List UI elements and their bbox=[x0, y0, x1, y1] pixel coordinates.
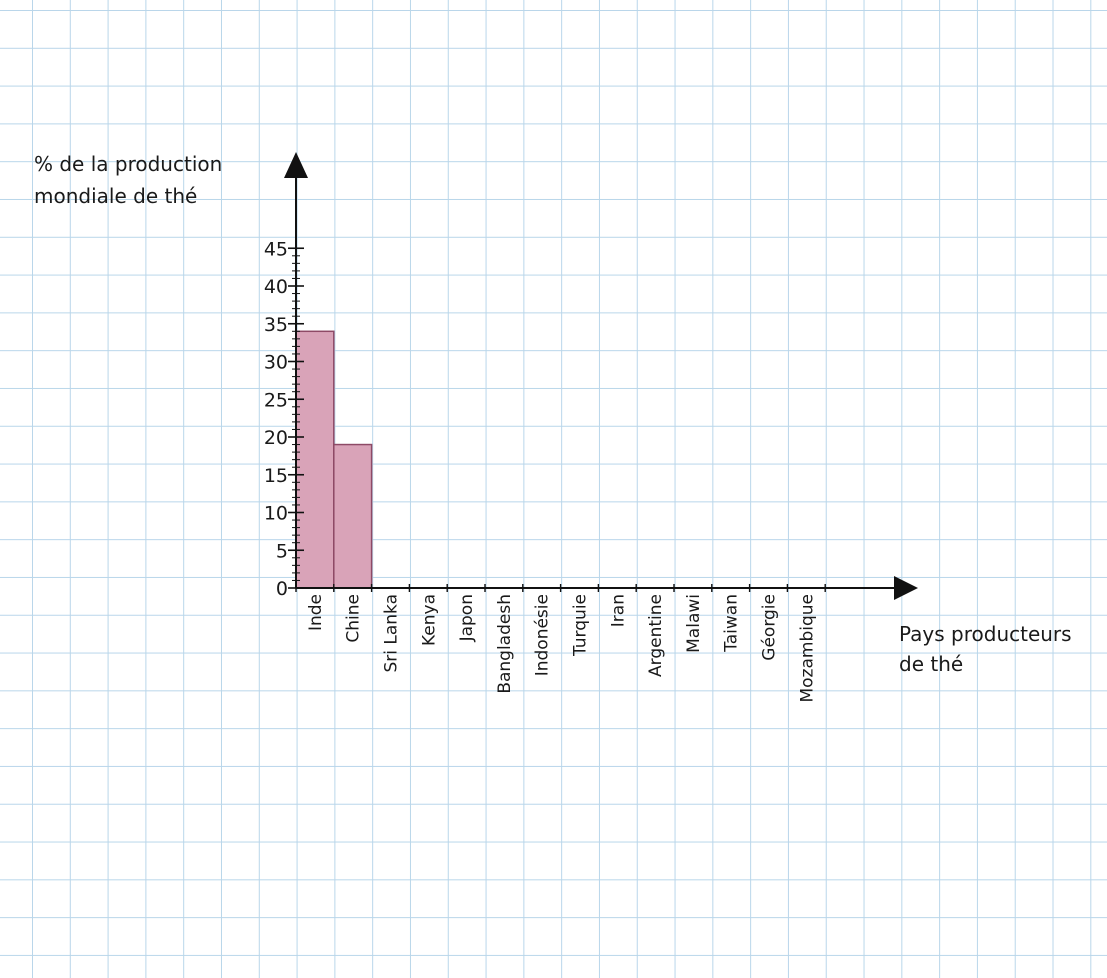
y-tick-label: 10 bbox=[264, 503, 288, 525]
category-label: Indonésie bbox=[533, 594, 553, 676]
y-tick-label: 15 bbox=[264, 465, 288, 487]
y-axis-arrow bbox=[284, 152, 308, 178]
x-axis-arrow bbox=[894, 576, 918, 600]
y-axis-label-line-2: mondiale de thé bbox=[34, 184, 198, 208]
category-label: Turquie bbox=[571, 594, 591, 657]
category-label: Mozambique bbox=[797, 594, 817, 703]
category-label: Kenya bbox=[419, 594, 439, 646]
y-tick-label: 30 bbox=[264, 352, 288, 374]
y-tick-label: 45 bbox=[264, 238, 288, 260]
category-label: Chine bbox=[344, 594, 364, 643]
category-label: Inde bbox=[306, 594, 326, 631]
category-label: Taiwan bbox=[722, 594, 742, 653]
category-label: Argentine bbox=[646, 594, 666, 677]
category-label: Malawi bbox=[684, 594, 704, 653]
category-label: Iran bbox=[608, 594, 628, 627]
x-axis-label-line-1: Pays producteurs bbox=[899, 622, 1072, 646]
y-tick-label: 25 bbox=[264, 389, 288, 411]
y-tick-label: 0 bbox=[276, 578, 288, 600]
category-label: Géorgie bbox=[760, 594, 780, 661]
x-axis-label-line-2: de thé bbox=[899, 652, 964, 676]
y-tick-label: 35 bbox=[264, 314, 288, 336]
category-label: Sri Lanka bbox=[382, 594, 402, 673]
category-label: Japon bbox=[457, 594, 477, 642]
category-label: Bangladesh bbox=[495, 594, 515, 694]
y-tick-label: 40 bbox=[264, 276, 288, 298]
y-tick-label: 20 bbox=[264, 427, 288, 449]
bar-chine bbox=[333, 443, 373, 589]
y-axis-label-line-1: % de la production bbox=[34, 152, 223, 176]
y-tick-label: 5 bbox=[276, 540, 288, 562]
